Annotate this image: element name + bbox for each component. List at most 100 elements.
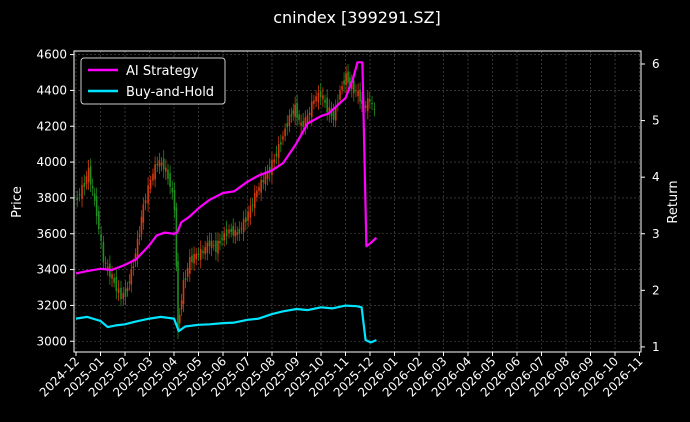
candle-body (357, 90, 359, 97)
candle-body (195, 253, 198, 260)
candle-body (144, 200, 147, 204)
candle-body (223, 233, 226, 241)
candle-body (199, 248, 202, 260)
candle-body (292, 110, 295, 114)
candle-body (306, 115, 309, 123)
candle-body (175, 207, 178, 267)
candle-body (242, 219, 245, 233)
left-tick-label: 3800 (36, 191, 67, 205)
candle-body (83, 183, 86, 187)
return-lines (75, 61, 378, 344)
candle-body (188, 257, 191, 274)
candle-body (81, 185, 83, 199)
candle-body (288, 115, 291, 126)
candle-body (202, 250, 204, 254)
left-tick-label: 4200 (36, 119, 67, 133)
right-tick-label: 2 (652, 283, 660, 297)
chart-grid (74, 51, 641, 352)
left-tick-label: 3000 (36, 334, 67, 348)
left-tick-label: 4400 (36, 83, 67, 97)
candle-body (332, 110, 335, 120)
candle-body (310, 101, 313, 118)
candle-body (117, 288, 120, 293)
legend-label-ai-strategy: AI Strategy (126, 64, 199, 79)
left-tick-label: 4000 (36, 155, 67, 169)
candle-body (249, 205, 252, 218)
candle-body (147, 185, 149, 204)
candle-body (322, 95, 324, 100)
candle-body (273, 159, 276, 163)
candle-body (212, 244, 215, 246)
candle-body (76, 197, 79, 200)
candle-body (240, 227, 243, 229)
right-tick-label: 5 (652, 114, 660, 128)
candle-body (339, 90, 341, 100)
chart-legend: AI Strategy Buy-and-Hold (80, 57, 226, 105)
candle-body (304, 117, 307, 128)
candle-body (152, 173, 154, 181)
candle-body (215, 240, 217, 252)
candle-body (343, 80, 345, 85)
candle-body (359, 89, 361, 102)
candle-body (95, 196, 98, 217)
candle-body (87, 167, 90, 183)
right-tick-label: 4 (652, 170, 660, 184)
candle-body (78, 194, 81, 196)
plot-frame (73, 50, 642, 353)
candle-body (120, 287, 122, 300)
candle-body (104, 262, 107, 264)
candle-body (366, 98, 369, 112)
candle-body (186, 267, 189, 277)
candle-body (280, 142, 282, 145)
candle-body (102, 241, 105, 263)
candle-body (286, 123, 289, 128)
left-axis-label: Price (10, 186, 25, 218)
candle-body (328, 107, 331, 115)
candle-body (271, 159, 273, 176)
candle-body (158, 160, 161, 167)
candle-body (111, 274, 113, 279)
chart-title: cnindex [399291.SZ] (273, 8, 441, 27)
candle-body (341, 86, 343, 90)
candle-body (128, 281, 131, 283)
candle-body (234, 229, 237, 237)
candle-body (180, 300, 183, 310)
right-axis-label: Return (666, 180, 681, 223)
candle-body (284, 128, 286, 137)
candle-body (350, 82, 353, 90)
candle-body (85, 176, 88, 185)
candle-body (319, 90, 322, 98)
candle-body (324, 99, 326, 103)
candle-body (364, 105, 367, 108)
candle-body (236, 232, 239, 235)
candle-body (100, 234, 102, 241)
candle-body (275, 153, 278, 157)
candle-body (106, 266, 109, 269)
candle-body (115, 277, 118, 292)
candle-body (138, 234, 141, 237)
candle-body (154, 164, 156, 180)
candle-body (149, 180, 152, 189)
candle-body (221, 237, 223, 240)
candle-body (89, 166, 92, 185)
candle-body (219, 240, 221, 244)
candle-body (345, 73, 347, 86)
candle-body (268, 166, 271, 174)
candle-body (308, 112, 311, 116)
candle-body (130, 269, 133, 285)
candle-body (277, 144, 280, 158)
candle-body (258, 187, 260, 191)
candle-body (134, 253, 137, 262)
left-tick-label: 3200 (36, 298, 67, 312)
candle-body (193, 254, 195, 264)
legend-label-buy-and-hold: Buy-and-Hold (126, 85, 214, 100)
candle-body (165, 167, 167, 172)
candle-body (91, 186, 94, 189)
candle-body (93, 193, 96, 201)
candle-body (353, 80, 355, 94)
candle-body (298, 114, 300, 121)
candle-body (132, 266, 135, 269)
candle-body (178, 314, 181, 324)
candle-body (173, 190, 176, 211)
